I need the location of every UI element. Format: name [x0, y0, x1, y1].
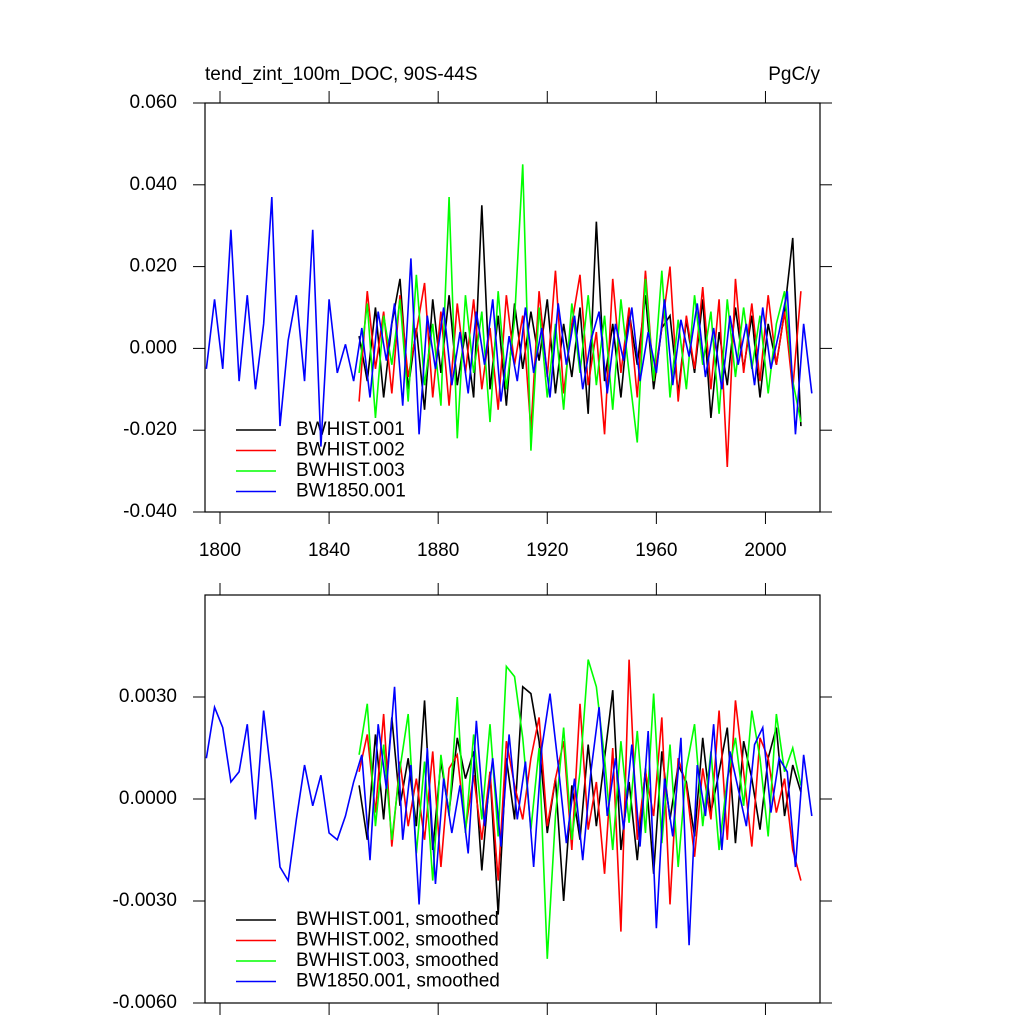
y-tick-label: 0.020	[129, 256, 177, 277]
y-tick-label: -0.040	[123, 501, 177, 522]
legend-label: BWHIST.002, smoothed	[296, 930, 499, 951]
y-tick-label: 0.0000	[119, 788, 177, 809]
y-tick-label: 0.000	[129, 337, 177, 358]
y-tick-label: -0.0030	[113, 890, 177, 911]
x-tick-label: 1800	[199, 540, 241, 561]
series-line	[205, 197, 813, 447]
x-tick-label: 1920	[526, 540, 568, 561]
legend-label: BWHIST.001	[296, 419, 405, 440]
y-tick-label: 0.0030	[119, 686, 177, 707]
plot-frame	[204, 102, 821, 513]
legend-label: BWHIST.002	[296, 440, 405, 461]
unit-label: PgC/y	[768, 64, 820, 85]
x-tick-label: 1960	[635, 540, 677, 561]
legend-label: BW1850.001	[296, 481, 406, 502]
series-line	[205, 686, 813, 946]
series-line	[358, 164, 802, 451]
series-line	[358, 205, 802, 427]
legend-label: BWHIST.001, smoothed	[296, 909, 499, 930]
x-tick-label: 1840	[308, 540, 350, 561]
x-tick-label: 1880	[417, 540, 459, 561]
y-tick-label: 0.060	[129, 92, 177, 113]
y-tick-label: -0.0060	[113, 992, 177, 1013]
legend-label: BW1850.001, smoothed	[296, 971, 500, 992]
series-line	[358, 266, 802, 468]
chart-title: tend_zint_100m_DOC, 90S-44S	[205, 64, 478, 85]
y-tick-label: -0.020	[123, 419, 177, 440]
x-tick-label: 2000	[744, 540, 786, 561]
y-tick-label: 0.040	[129, 174, 177, 195]
legend-label: BWHIST.003, smoothed	[296, 950, 499, 971]
legend-label: BWHIST.003	[296, 460, 405, 481]
series-line	[358, 659, 802, 932]
